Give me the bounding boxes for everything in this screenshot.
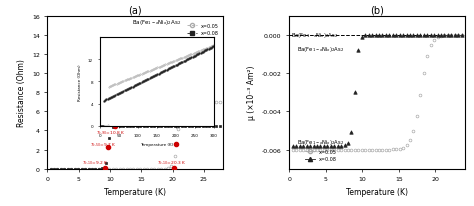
Text: $T_{c,50}$=9.7 K: $T_{c,50}$=9.7 K (90, 141, 117, 149)
X-axis label: Temperature (K): Temperature (K) (346, 187, 408, 196)
Title: (a): (a) (128, 6, 142, 16)
Text: Ba(Fe$_{1-x}$Ni$_x$)$_2$As$_2$: Ba(Fe$_{1-x}$Ni$_x$)$_2$As$_2$ (292, 30, 338, 40)
Legend: x=0.05, x=0.08: x=0.05, x=0.08 (295, 136, 346, 163)
Text: $T_{c,90}$=21.3 K: $T_{c,90}$=21.3 K (157, 100, 187, 108)
Text: $T_{c,50}$=20.6 K: $T_{c,50}$=20.6 K (157, 121, 187, 129)
Text: $T_{c,10}$=20.3 K: $T_{c,10}$=20.3 K (157, 158, 187, 166)
Y-axis label: Resistance (Ohm): Resistance (Ohm) (18, 59, 27, 126)
Text: Ba(Fe$_{1-x}$Ni$_x$)$_2$As$_2$: Ba(Fe$_{1-x}$Ni$_x$)$_2$As$_2$ (132, 18, 181, 27)
Text: $T_{c,90}$=10.8 K: $T_{c,90}$=10.8 K (96, 129, 126, 136)
Text: $T_{c,10}$=9.2 K: $T_{c,10}$=9.2 K (82, 158, 109, 166)
X-axis label: Temperature (K): Temperature (K) (104, 187, 166, 196)
Title: (b): (b) (370, 6, 384, 16)
Y-axis label: μ (×10⁻³ Am²): μ (×10⁻³ Am²) (247, 66, 256, 120)
Legend: x=0.05, x=0.08: x=0.05, x=0.08 (185, 22, 220, 38)
Text: Ba(Fe$_{1-x}$Ni$_x$)$_2$As$_2$: Ba(Fe$_{1-x}$Ni$_x$)$_2$As$_2$ (297, 45, 344, 54)
